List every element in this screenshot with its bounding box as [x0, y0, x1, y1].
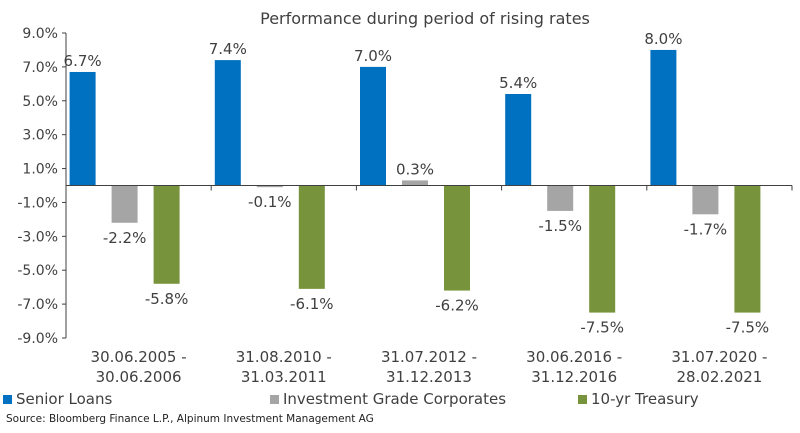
data-label: -6.2%: [435, 297, 479, 315]
data-label: -5.8%: [145, 290, 189, 308]
y-tick-label: 7.0%: [22, 60, 58, 76]
data-label: -0.1%: [248, 193, 292, 211]
bar-investment-grade-corporates: [256, 185, 283, 188]
y-tick-label: 5.0%: [22, 94, 58, 110]
bar-10-yr-treasury: [589, 185, 616, 313]
legend-label-treasury: 10-yr Treasury: [591, 390, 699, 408]
y-tick-label: -9.0%: [17, 331, 58, 347]
data-label: 6.7%: [64, 52, 102, 70]
x-axis: 30.06.2005 - 30.06.2006 31.08.2010 - 31.03.…: [65, 185, 793, 386]
x-category-label: 30.06.2006: [96, 368, 182, 386]
y-tick-label: -1.0%: [17, 195, 58, 211]
data-label: -7.5%: [726, 319, 770, 337]
data-label: -6.1%: [290, 295, 334, 313]
legend-label-investment-grade: Investment Grade Corporates: [283, 390, 507, 408]
data-label: -2.2%: [103, 229, 147, 247]
legend-item-investment-grade: Investment Grade Corporates: [270, 390, 506, 408]
legend-swatch-investment-grade: [270, 394, 279, 404]
data-label: 7.4%: [209, 40, 247, 58]
bar-10-yr-treasury: [298, 185, 325, 289]
data-label: -1.5%: [538, 217, 582, 235]
legend-label-senior-loans: Senior Loans: [16, 390, 113, 408]
x-category-label: 31.07.2012 -: [381, 348, 477, 366]
y-axis: 9.0% 7.0% 5.0% 3.0% 1.0% -1.0% -3.0% -5.0% -7.0%…: [17, 26, 67, 347]
y-tick-label: -3.0%: [17, 229, 58, 245]
x-category-label: 30.06.2016 -: [526, 348, 622, 366]
x-category-label: 31.08.2010 -: [236, 348, 332, 366]
bar-investment-grade-corporates: [402, 180, 428, 186]
bar-investment-grade-corporates: [547, 185, 574, 211]
data-label: 5.4%: [499, 74, 537, 92]
bar-investment-grade-corporates: [692, 185, 719, 215]
bar-senior-loans: [650, 49, 677, 186]
y-tick-label: 1.0%: [22, 162, 58, 178]
x-category-label: 31.12.2016: [531, 368, 617, 386]
x-category-label: 31.12.2013: [386, 368, 472, 386]
data-label: -1.7%: [684, 220, 728, 238]
bar-senior-loans: [69, 71, 96, 186]
y-tick-label: 9.0%: [22, 26, 58, 42]
x-category-label: 31.07.2020 -: [671, 348, 767, 366]
data-label: 8.0%: [644, 30, 682, 48]
legend-item-treasury: 10-yr Treasury: [578, 390, 699, 408]
y-tick-label: -5.0%: [17, 263, 58, 279]
chart: Performance during period of rising rate…: [17, 9, 793, 386]
bar-10-yr-treasury: [444, 185, 470, 291]
legend-swatch-treasury: [578, 394, 587, 404]
y-tick-label: -7.0%: [17, 297, 58, 313]
x-category-label: 30.06.2005 -: [91, 348, 187, 366]
chart-title: Performance during period of rising rate…: [260, 9, 590, 28]
source-note: Source: Bloomberg Finance L.P., Alpinum …: [6, 413, 374, 425]
x-category-label: 28.02.2021: [676, 368, 762, 386]
bar-senior-loans: [505, 94, 532, 186]
legend: Senior Loans Investment Grade Corporates…: [0, 390, 800, 410]
x-category-label: 31.03.2011: [241, 368, 327, 386]
legend-item-senior-loans: Senior Loans: [3, 390, 112, 408]
bar-10-yr-treasury: [153, 185, 180, 284]
data-label: 0.3%: [396, 160, 434, 178]
bars: 6.7% 7.4% 7.0% 5.4% 8.0% -2.2% -0.1% 0.3% -1.5% -…: [64, 30, 770, 337]
bar-10-yr-treasury: [734, 185, 761, 313]
bar-senior-loans: [360, 66, 386, 186]
bar-investment-grade-corporates: [111, 185, 138, 223]
bar-senior-loans: [214, 60, 241, 186]
legend-swatch-senior-loans: [3, 394, 12, 404]
y-tick-label: 3.0%: [22, 128, 58, 144]
data-label: 7.0%: [354, 47, 392, 65]
data-label: -7.5%: [580, 319, 624, 337]
